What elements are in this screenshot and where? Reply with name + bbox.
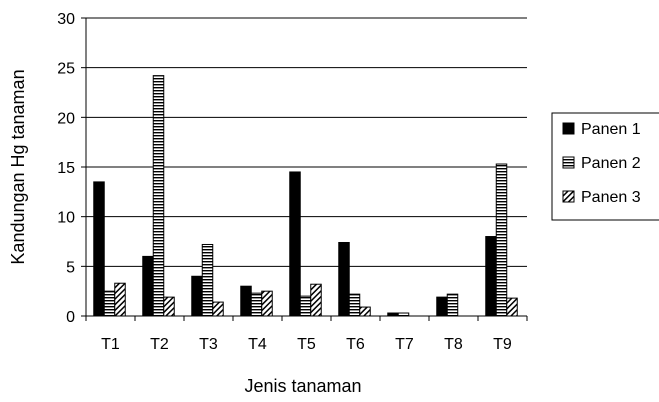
bar-t9-series-2: [495, 163, 508, 317]
y-tick-label: 15: [57, 160, 75, 177]
tick-labels: 0 5 10 15 20 25 30 T1 T2 T3 T4 T5 T6 T7 T8 T9: [57, 11, 512, 353]
bar-t9-series-1: [485, 236, 497, 317]
bar-t4-series-3: [261, 290, 273, 317]
bar-t3-series-2: [201, 243, 214, 317]
bar-t3-series-3: [212, 301, 224, 317]
y-tick-label: 20: [57, 110, 75, 127]
bar-t6-series-1: [338, 241, 350, 317]
bar-t5-series-3: [310, 283, 322, 317]
y-axis-title: Kandungan Hg tanaman: [8, 69, 28, 264]
x-tick-label: T5: [297, 336, 316, 353]
legend: Panen 1 Panen 2 Panen 3: [551, 112, 659, 221]
legend-swatch: [562, 190, 575, 203]
x-tick-label: T6: [346, 336, 365, 353]
bar-t8-series-2: [446, 293, 459, 317]
bar-t4-series-2: [250, 292, 263, 317]
bar-t5-series-2: [299, 295, 312, 317]
gridlines: [86, 17, 527, 267]
x-axis-title: Jenis tanaman: [244, 376, 361, 396]
bar-t3-series-1: [191, 275, 203, 317]
x-tick-label: T9: [493, 336, 512, 353]
bar-t1-series-1: [93, 181, 105, 317]
legend-swatch: [562, 122, 575, 135]
bar-t2-series-1: [142, 255, 154, 317]
y-tick-label: 10: [57, 210, 75, 227]
x-tick-label: T2: [150, 336, 169, 353]
bar-t1-series-3: [114, 282, 126, 317]
legend-label: Panen 2: [581, 155, 641, 172]
legend-swatch: [562, 156, 575, 169]
bar-t2-series-3: [163, 296, 175, 317]
y-tick-label: 5: [66, 259, 75, 276]
x-tick-label: T7: [395, 336, 414, 353]
legend-label: Panen 3: [581, 189, 641, 206]
legend-label: Panen 1: [581, 121, 641, 138]
bar-t8-series-1: [436, 296, 448, 317]
y-tick-label: 0: [66, 309, 75, 326]
x-tick-label: T8: [444, 336, 463, 353]
bars: [93, 75, 518, 317]
bar-t6-series-2: [348, 293, 361, 317]
x-tick-label: T3: [199, 336, 218, 353]
bar-t2-series-2: [152, 75, 165, 317]
x-tick-label: T1: [101, 336, 120, 353]
bar-t9-series-3: [506, 297, 518, 317]
bar-t5-series-1: [289, 171, 301, 317]
bar-t1-series-2: [103, 290, 116, 317]
y-tick-label: 30: [57, 11, 75, 28]
bar-t4-series-1: [240, 285, 252, 317]
x-tick-label: T4: [248, 336, 267, 353]
y-tick-label: 25: [57, 61, 75, 78]
bar-t6-series-3: [359, 306, 371, 317]
axes: [81, 17, 528, 321]
